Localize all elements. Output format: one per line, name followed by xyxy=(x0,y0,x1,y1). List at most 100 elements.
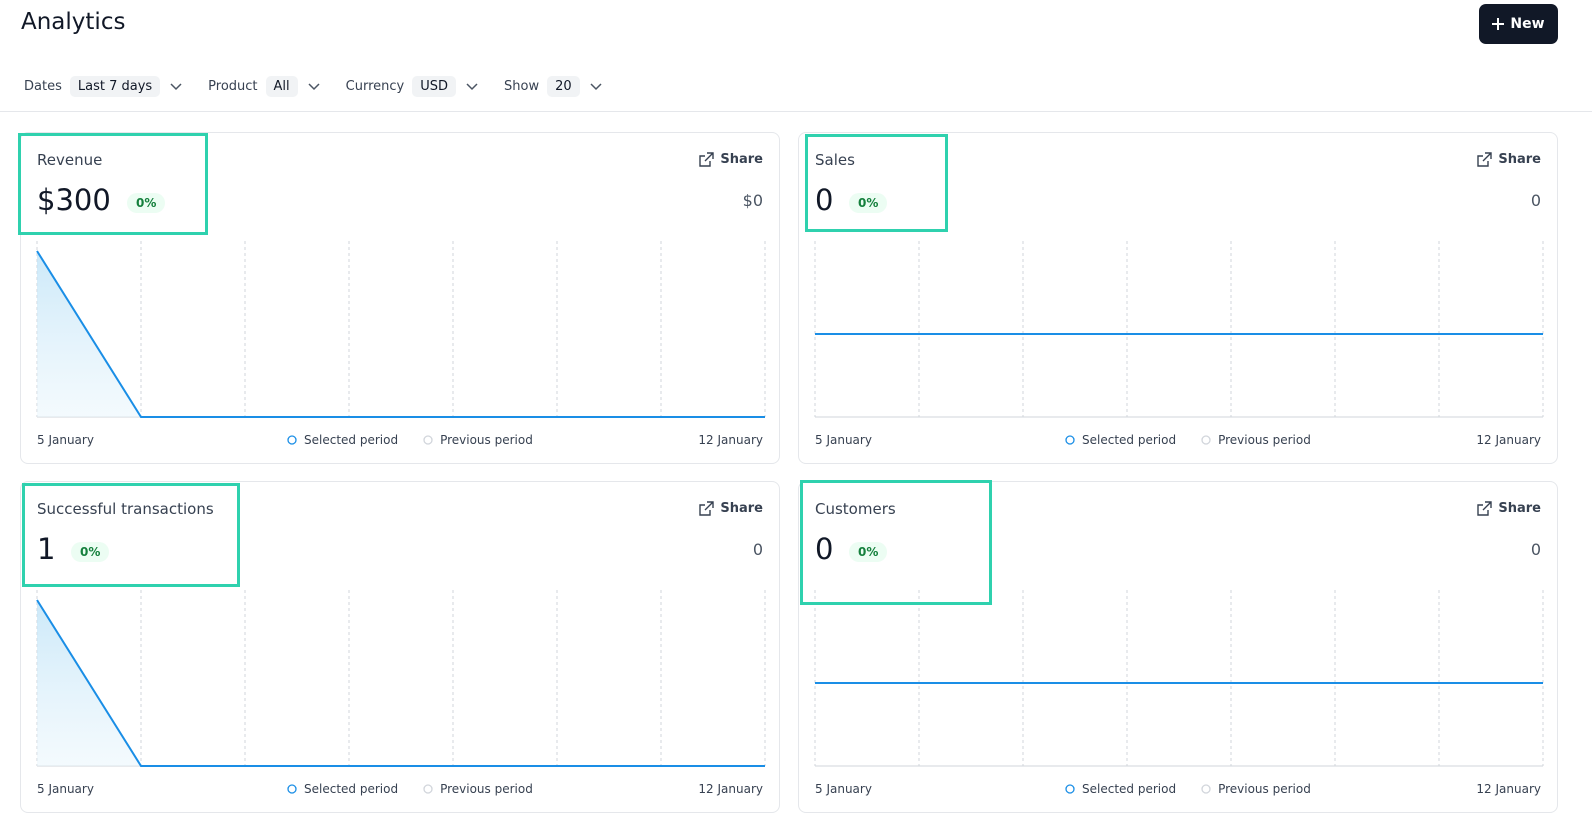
share-icon xyxy=(699,152,715,167)
legend-marker xyxy=(1065,435,1075,445)
page-title: Analytics xyxy=(21,9,126,35)
legend-marker xyxy=(1065,784,1075,794)
chevron-path xyxy=(308,82,320,90)
highlight-box xyxy=(805,134,948,232)
x-end-label: 12 January xyxy=(1476,433,1541,447)
metric-card: Sales 0 0% Share 0 5 January 12 January Selecte… xyxy=(798,132,1558,464)
divider xyxy=(0,111,1592,112)
sparkline-chart xyxy=(36,590,766,767)
legend-circle xyxy=(423,435,433,445)
filter-label: Dates xyxy=(24,79,62,94)
chevron-path xyxy=(170,82,182,90)
share-icon xyxy=(699,501,715,516)
change-badge: 0% xyxy=(71,542,110,562)
legend-circle xyxy=(1201,784,1211,794)
card-title: Sales xyxy=(815,151,855,169)
filter-value[interactable]: USD xyxy=(412,76,457,97)
filter-value[interactable]: 20 xyxy=(547,76,580,97)
highlight-box xyxy=(18,133,208,235)
x-start-label: 5 January xyxy=(815,433,872,447)
legend-label: Selected period xyxy=(304,433,399,447)
share-button[interactable]: Share xyxy=(699,501,763,516)
share-label: Share xyxy=(1498,501,1541,516)
chevron-icon xyxy=(466,82,478,90)
chevron-path xyxy=(590,82,602,90)
card-value: 0 xyxy=(815,532,834,566)
card-title: Customers xyxy=(815,500,896,518)
legend-marker xyxy=(287,784,297,794)
legend: Selected period Previous period xyxy=(287,433,533,447)
x-end-label: 12 January xyxy=(698,782,763,796)
chevron-icon xyxy=(590,82,602,90)
metric-card: Revenue $300 0% Share $0 5 January 12 January S… xyxy=(20,132,780,464)
sparkline-chart xyxy=(814,241,1544,418)
legend-label: Previous period xyxy=(1218,782,1311,796)
highlight-box xyxy=(22,483,240,587)
legend: Selected period Previous period xyxy=(1065,782,1311,796)
share-button[interactable]: Share xyxy=(1477,152,1541,167)
legend: Selected period Previous period xyxy=(287,782,533,796)
legend-label: Selected period xyxy=(1082,782,1177,796)
legend-label: Previous period xyxy=(440,782,533,796)
filter-value[interactable]: All xyxy=(265,76,298,97)
x-start-label: 5 January xyxy=(37,433,94,447)
legend-circle xyxy=(287,784,297,794)
area-fill xyxy=(37,600,765,766)
legend-marker xyxy=(1201,435,1211,445)
legend-circle xyxy=(423,784,433,794)
sparkline-chart xyxy=(814,590,1544,767)
share-button[interactable]: Share xyxy=(1477,501,1541,516)
filter: Dates Last 7 days xyxy=(24,76,182,97)
x-end-label: 12 January xyxy=(698,433,763,447)
legend-marker xyxy=(423,435,433,445)
legend-marker xyxy=(287,435,297,445)
share-icon xyxy=(1477,501,1493,516)
share-icon-path xyxy=(1477,501,1493,516)
legend-marker xyxy=(1201,784,1211,794)
change-badge: 0% xyxy=(849,193,888,213)
area-fill xyxy=(37,251,765,417)
share-icon-path xyxy=(1477,152,1493,167)
filter-label: Show xyxy=(504,79,540,94)
new-button[interactable]: New xyxy=(1479,4,1558,44)
highlight-box xyxy=(800,480,992,605)
data-line xyxy=(36,599,765,767)
previous-value: 0 xyxy=(1530,540,1541,559)
card-title: Revenue xyxy=(37,151,103,169)
filter: Currency USD xyxy=(346,76,478,97)
legend-circle xyxy=(1065,435,1075,445)
legend-label: Selected period xyxy=(304,782,399,796)
change-badge: 0% xyxy=(849,542,888,562)
legend-marker xyxy=(423,784,433,794)
filter-bar: Dates Last 7 days Product All Currency USD Sho… xyxy=(24,76,628,97)
metric-card: Successful transactions 1 0% Share 0 5 Januar… xyxy=(20,481,780,813)
x-end-label: 12 January xyxy=(1476,782,1541,796)
new-label: New xyxy=(1510,16,1545,32)
legend-circle xyxy=(1201,435,1211,445)
legend: Selected period Previous period xyxy=(1065,433,1311,447)
share-label: Share xyxy=(720,501,763,516)
filter: Product All xyxy=(208,76,320,97)
previous-value: $0 xyxy=(742,191,763,210)
data-line xyxy=(36,250,765,418)
legend-circle xyxy=(287,435,297,445)
plus-icon xyxy=(1492,18,1505,30)
previous-value: 0 xyxy=(752,540,763,559)
card-title: Successful transactions xyxy=(37,500,214,518)
metric-card: Customers 0 0% Share 0 5 January 12 January Sel… xyxy=(798,481,1558,813)
sparkline-chart xyxy=(36,241,766,418)
card-value: $300 xyxy=(37,183,111,217)
share-icon-path xyxy=(699,501,715,516)
chevron-icon xyxy=(170,82,182,90)
card-value: 0 xyxy=(815,183,834,217)
share-label: Share xyxy=(720,152,763,167)
legend-label: Previous period xyxy=(440,433,533,447)
previous-value: 0 xyxy=(1530,191,1541,210)
share-button[interactable]: Share xyxy=(699,152,763,167)
filter-value[interactable]: Last 7 days xyxy=(69,76,161,97)
change-badge: 0% xyxy=(127,193,166,213)
filter: Show 20 xyxy=(504,76,602,97)
legend-circle xyxy=(1065,784,1075,794)
x-start-label: 5 January xyxy=(815,782,872,796)
